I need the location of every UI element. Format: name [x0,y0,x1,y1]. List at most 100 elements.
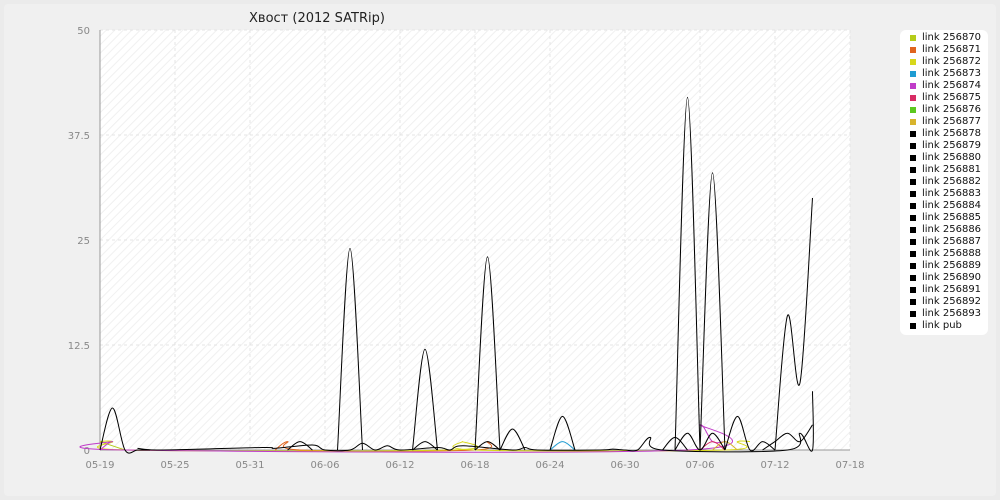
legend-item[interactable]: link 256887 [900,236,988,248]
series-line-18 [674,96,701,451]
series-line-9 [287,441,313,451]
legend-label: link 256887 [922,236,982,247]
x-tick-label: 06-12 [385,460,414,471]
legend-swatch [910,203,916,209]
legend-swatch [910,191,916,197]
legend-label: link 256874 [922,80,982,91]
chart-title: Хвост (2012 SATRip) [249,11,385,26]
legend-label: link 256881 [922,164,982,175]
series-line-13 [474,256,501,451]
legend-swatch [910,131,916,137]
legend-label: link 256891 [922,284,982,295]
legend-item[interactable]: link 256880 [900,152,988,164]
x-tick-label: 07-18 [835,460,864,471]
legend-swatch [910,107,916,113]
x-tick-label: 05-25 [160,460,189,471]
legend-item[interactable]: link 256877 [900,116,988,128]
legend-label: link 256876 [922,104,982,115]
legend-swatch [910,287,916,293]
legend-item[interactable]: link 256873 [900,68,988,80]
x-axis: 05-19 05-25 05-31 06-06 06-12 06-18 06-24 06-30… [85,449,865,471]
legend-item[interactable]: link 256879 [900,140,988,152]
legend-swatch [910,215,916,221]
legend-item[interactable]: link 256881 [900,164,988,176]
legend-swatch [910,47,916,53]
x-tick-label: 07-12 [760,460,789,471]
legend-swatch [910,239,916,245]
x-tick-label: 05-19 [85,460,114,471]
series-lines [79,96,814,454]
legend-label: link 256872 [922,56,982,67]
legend-item[interactable]: link 256891 [900,284,988,296]
series-line-24 [137,391,814,453]
legend-item[interactable]: link 256892 [900,296,988,308]
legend-label: link 256884 [922,200,982,211]
legend-item[interactable]: link 256871 [900,44,988,56]
legend-item[interactable]: link 256889 [900,260,988,272]
legend-swatch [910,251,916,257]
series-line-15 [499,428,526,451]
y-tick-label: 12.5 [68,341,90,352]
legend-item[interactable]: link 256872 [900,56,988,68]
legend: link 256870 link 256871 link 256872 link 25… [900,30,988,335]
legend-label: link pub [922,320,962,331]
y-tick-label: 0 [84,446,90,457]
legend-label: link 256873 [922,68,982,79]
legend-label: link 256882 [922,176,982,187]
legend-swatch [910,155,916,161]
legend-item[interactable]: link 256874 [900,80,988,92]
legend-label: link 256877 [922,116,982,127]
legend-item[interactable]: link 256890 [900,272,988,284]
legend-item[interactable]: link 256884 [900,200,988,212]
series-line-8 [99,407,150,454]
y-tick-label: 25 [77,236,90,247]
y-tick-label: 37.5 [68,131,90,142]
legend-item[interactable]: link 256870 [900,32,988,44]
legend-label: link 256885 [922,212,982,223]
legend-swatch [910,143,916,149]
x-tick-label: 06-30 [610,460,639,471]
legend-label: link 256870 [922,32,982,43]
legend-swatch [910,95,916,101]
legend-item[interactable]: link pub [900,320,988,332]
series-line-11 [412,348,438,451]
y-axis: 0 12.5 25 37.5 50 [68,26,101,457]
legend-label: link 256879 [922,140,982,151]
legend-label: link 256888 [922,248,982,259]
legend-item[interactable]: link 256875 [900,92,988,104]
series-line-3 [549,441,576,451]
legend-label: link 256892 [922,296,982,307]
legend-label: link 256890 [922,272,982,283]
legend-swatch [910,59,916,65]
legend-item[interactable]: link 256876 [900,104,988,116]
legend-item[interactable]: link 256888 [900,248,988,260]
legend-item[interactable]: link 256893 [900,308,988,320]
legend-label: link 256880 [922,152,982,163]
legend-label: link 256893 [922,308,982,319]
legend-item[interactable]: link 256885 [900,212,988,224]
series-line-10 [337,247,363,451]
series-line-2 [96,440,751,452]
legend-swatch [910,275,916,281]
legend-swatch [910,299,916,305]
legend-swatch [910,83,916,89]
legend-item[interactable]: link 256882 [900,176,988,188]
legend-item[interactable]: link 256878 [900,128,988,140]
legend-swatch [910,323,916,329]
legend-label: link 256883 [922,188,982,199]
legend-item[interactable]: link 256886 [900,224,988,236]
legend-swatch [910,119,916,125]
legend-swatch [910,263,916,269]
legend-swatch [910,71,916,77]
legend-swatch [910,311,916,317]
x-tick-label: 06-24 [535,460,564,471]
legend-item[interactable]: link 256883 [900,188,988,200]
legend-swatch [910,167,916,173]
series-line-21 [724,415,776,452]
legend-swatch [910,179,916,185]
x-tick-label: 06-06 [310,460,339,471]
legend-label: link 256889 [922,260,982,271]
legend-swatch [910,227,916,233]
legend-swatch [910,35,916,41]
